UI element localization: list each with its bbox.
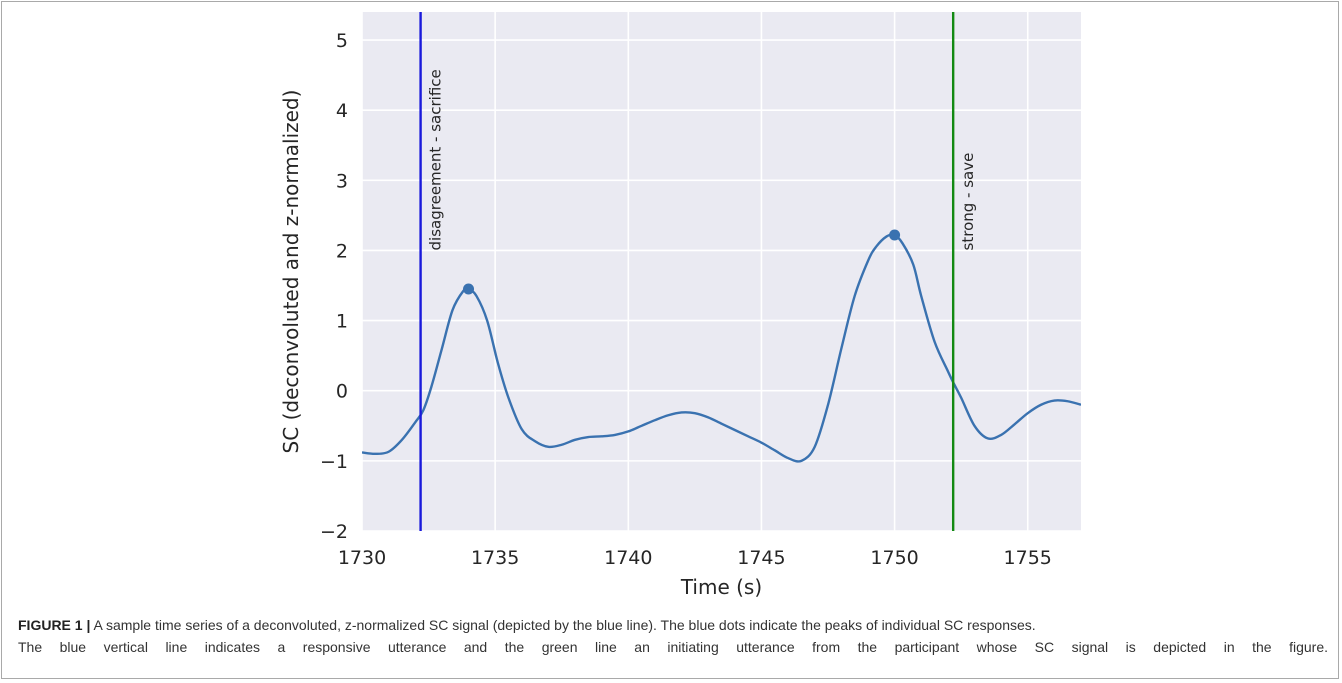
caption-label: FIGURE 1 | [18,617,91,633]
x-tick-label: 1755 [1004,547,1052,569]
y-tick-label: −1 [320,451,348,473]
x-tick-label: 1750 [870,547,918,569]
y-tick-label: −2 [320,521,348,543]
y-tick-label: 3 [336,170,348,192]
vertical-marker-label: strong - save [959,153,977,251]
y-tick-label: 0 [336,381,348,403]
y-axis-label: SC (deconvoluted and z-normalized) [279,90,303,454]
plot-background [362,12,1081,531]
caption-line-1: A sample time series of a deconvoluted, … [93,617,1036,633]
vertical-marker-label: disagreement - sacrifice [427,69,445,250]
y-tick-label: 2 [336,240,348,262]
x-tick-label: 1735 [471,547,519,569]
peak-dot [889,229,901,241]
figure-caption: FIGURE 1 | A sample time series of a dec… [18,614,1328,658]
peak-dot [463,283,475,295]
x-tick-label: 1730 [338,547,386,569]
y-tick-label: 4 [336,100,348,122]
x-tick-label: 1745 [737,547,785,569]
y-tick-label: 1 [336,311,348,333]
caption-line-2: The blue vertical line indicates a respo… [18,639,1328,655]
y-tick-label: 5 [336,30,348,52]
chart: 1730 1735 1740 1745 1750 1755 −2 −1 0 1 2 3 4 5 Time (… [279,12,1081,599]
x-axis-label: Time (s) [680,575,762,599]
x-tick-label: 1740 [604,547,652,569]
